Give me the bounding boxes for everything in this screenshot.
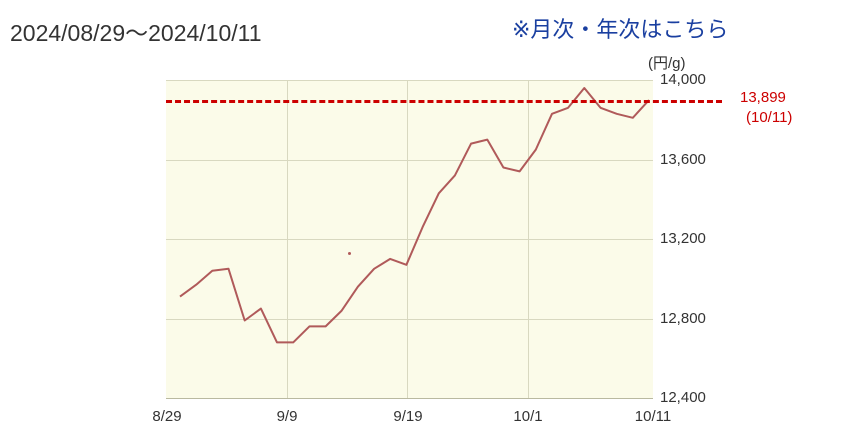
- xtick-label-8-29: 8/29: [152, 408, 182, 425]
- monthly-yearly-link[interactable]: ※月次・年次はこちら: [512, 17, 729, 42]
- xtick-label-9-9: 9/9: [276, 408, 298, 425]
- xtick-label-9-19: 9/19: [393, 408, 423, 425]
- xtick-label-10-11: 10/11: [634, 408, 672, 425]
- reference-value-annotation: 13,899 (10/11): [740, 88, 792, 128]
- ytick-label-13200: 13,200: [660, 230, 706, 247]
- gridline-13200: [166, 239, 653, 240]
- gridline-12800: [166, 318, 653, 320]
- vgridline-9-19: [407, 80, 408, 398]
- y-axis-unit-label: (円/g): [648, 55, 686, 72]
- gridline-14000: [166, 80, 653, 81]
- data-point-marker: [348, 252, 351, 255]
- reference-date: (10/11): [746, 109, 793, 126]
- ytick-label-14000: 14,000: [660, 71, 706, 88]
- gridline-13600: [166, 159, 653, 161]
- reference-value: 13,899: [740, 89, 786, 106]
- price-line-series: [179, 87, 650, 344]
- ytick-label-12800: 12,800: [660, 310, 706, 327]
- page-title: 2024/08/29〜2024/10/11: [10, 20, 262, 46]
- xtick-label-10-1: 10/1: [513, 408, 543, 425]
- x-axis-line: [166, 398, 653, 399]
- vgridline-10-1: [528, 80, 529, 398]
- vgridline-9-9: [287, 80, 288, 398]
- ytick-label-12400: 12,400: [660, 389, 706, 406]
- ytick-label-13600: 13,600: [660, 151, 706, 168]
- reference-line-13899: [166, 100, 722, 104]
- chart-plot-area: [166, 80, 653, 398]
